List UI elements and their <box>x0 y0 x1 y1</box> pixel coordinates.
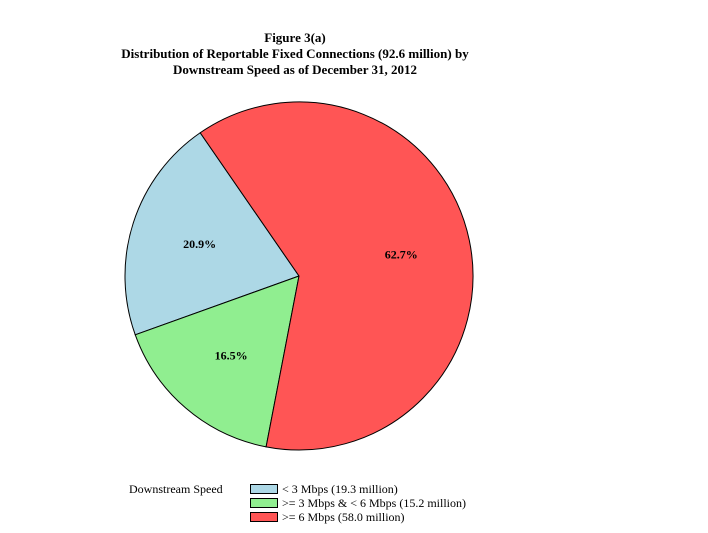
legend-item-under-3mbps: < 3 Mbps (19.3 million) <box>250 482 466 496</box>
chart-title: Figure 3(a) <box>264 30 326 45</box>
legend-label-under-3mbps: < 3 Mbps (19.3 million) <box>282 482 398 496</box>
pie-slices <box>124 101 474 451</box>
chart-subtitle-line-1: Distribution of Reportable Fixed Connect… <box>121 46 469 61</box>
legend-swatch-under-3mbps <box>250 484 278 494</box>
pie-value-labels: 20.9% 16.5% 62.7% <box>183 237 418 362</box>
legend-swatch-6mbps-plus <box>250 512 278 522</box>
pie-slice-3-to-6mbps <box>134 275 300 448</box>
legend-label-6mbps-plus: >= 6 Mbps (58.0 million) <box>282 510 405 524</box>
legend-item-3-to-6mbps: >= 3 Mbps & < 6 Mbps (15.2 million) <box>250 496 466 510</box>
pie-slice-under-3mbps <box>124 132 300 336</box>
pie-slice-6mbps-plus <box>199 101 474 451</box>
legend-title: Downstream Speed <box>129 482 223 496</box>
chart-subtitle-line-2: Downstream Speed as of December 31, 2012 <box>173 62 417 77</box>
legend-label-3-to-6mbps: >= 3 Mbps & < 6 Mbps (15.2 million) <box>282 496 466 510</box>
pie-label-under-3mbps: 20.9% <box>183 237 216 251</box>
chart-title-block: Figure 3(a) Distribution of Reportable F… <box>0 30 590 78</box>
legend: < 3 Mbps (19.3 million) >= 3 Mbps & < 6 … <box>250 482 466 524</box>
pie-label-3-to-6mbps: 16.5% <box>215 348 248 362</box>
legend-swatch-3-to-6mbps <box>250 498 278 508</box>
pie-label-6mbps-plus: 62.7% <box>385 248 418 262</box>
legend-item-6mbps-plus: >= 6 Mbps (58.0 million) <box>250 510 466 524</box>
